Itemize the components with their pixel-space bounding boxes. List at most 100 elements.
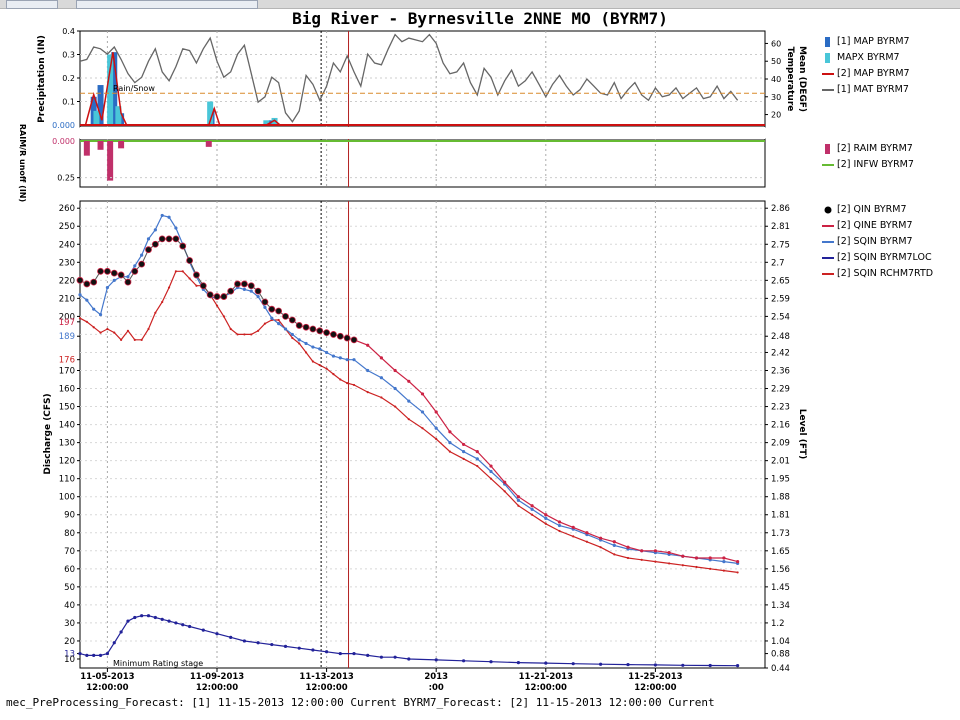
series-point <box>599 546 602 549</box>
series-point <box>489 469 493 474</box>
series-point <box>277 322 281 326</box>
series-point <box>420 392 425 396</box>
y-tick-label: 90 <box>64 511 75 521</box>
series-point <box>85 653 89 657</box>
series-point <box>236 333 239 336</box>
series-point <box>188 277 191 280</box>
series-point <box>380 396 383 399</box>
legend-item[interactable]: [2] RAIM BYRM7 <box>822 143 913 155</box>
qin-point <box>158 235 166 243</box>
series-point <box>160 213 164 218</box>
y-tick-label: 189 <box>59 332 75 342</box>
series-point <box>544 661 548 665</box>
series-point <box>681 554 685 558</box>
qin-point <box>138 260 146 268</box>
x-tick-label: 12:00:00 <box>86 683 128 693</box>
toolbar-button[interactable] <box>76 0 258 9</box>
qin-point <box>302 323 310 331</box>
legend-item[interactable]: [2] MAP BYRM7 <box>822 68 910 80</box>
legend-item[interactable]: [2] INFW BYRM7 <box>822 159 914 171</box>
series-point <box>304 341 308 346</box>
y-tick-label-right: 2.16 <box>771 421 790 431</box>
series-point <box>181 623 185 627</box>
series-point <box>92 653 96 657</box>
series-point <box>708 556 712 560</box>
series-point <box>434 426 438 430</box>
y-tick-label: 80 <box>64 529 75 539</box>
series-point <box>736 664 740 668</box>
y-tick-label: 250 <box>59 222 75 232</box>
y-tick-label: 0.3 <box>62 51 75 60</box>
qin-point <box>124 278 132 286</box>
legend-item[interactable]: [2] SQIN RCHM7RTD <box>822 268 933 280</box>
series-point <box>462 457 465 460</box>
panel-frame-3 <box>79 200 766 669</box>
rain-snow-label: Rain/Snow <box>113 84 155 93</box>
qin-point <box>165 235 173 243</box>
series-point <box>270 316 274 320</box>
toolbar-button[interactable] <box>6 0 58 9</box>
qin-point <box>76 276 84 284</box>
series-point <box>407 657 411 661</box>
legend-item[interactable]: [2] QIN BYRM7 <box>822 204 907 216</box>
series-point <box>393 655 397 659</box>
temperature-line <box>79 33 739 123</box>
y-tick-label-right: 0.88 <box>771 650 790 660</box>
y-tick-label: 200 <box>59 312 75 322</box>
series-point <box>394 405 397 408</box>
legend-swatch-icon <box>822 72 834 75</box>
runoff-bar <box>83 141 90 156</box>
precip-bar <box>97 85 104 125</box>
legend-label: [2] SQIN BYRM7 <box>837 236 913 247</box>
y-tick-label-right: 2.36 <box>771 366 790 376</box>
qin-point <box>179 242 187 250</box>
series-point <box>544 522 547 525</box>
series-point <box>531 513 534 516</box>
series-point <box>332 372 335 376</box>
legend-item[interactable]: [1] MAT BYRM7 <box>822 84 909 96</box>
y-tick-label: 160 <box>59 385 75 395</box>
precip-bar <box>207 101 214 125</box>
y-tick-label-right: 1.34 <box>771 601 790 611</box>
series-point <box>311 345 315 349</box>
x-tick-label: 12:00:00 <box>525 683 567 693</box>
series-point <box>516 660 521 665</box>
series-point <box>544 513 548 517</box>
series-point <box>331 354 336 358</box>
legend-item[interactable]: [2] SQIN BYRM7LOC <box>822 252 932 264</box>
series-point <box>366 391 369 394</box>
y-tick-label: 0.4 <box>62 27 75 36</box>
series-point <box>263 322 267 325</box>
series-point <box>105 651 109 656</box>
series-point <box>668 562 671 565</box>
precip-zero-label: 0.000 <box>52 121 75 130</box>
series-point <box>421 427 424 430</box>
series-point <box>557 520 562 524</box>
y-tick-label: 260 <box>59 204 75 214</box>
x-tick-label: 11-05-2013 <box>80 672 134 682</box>
legend-label: [2] SQIN BYRM7LOC <box>837 252 932 263</box>
legend-item[interactable]: MAPX BYRM7 <box>822 52 900 64</box>
legend-item[interactable]: [1] MAP BYRM7 <box>822 36 910 48</box>
series-point <box>243 333 246 336</box>
y-tick-label: 140 <box>59 421 75 431</box>
series-point <box>325 350 329 355</box>
y-tick-label: 110 <box>59 475 75 485</box>
series-point <box>462 450 466 454</box>
series-point <box>78 651 82 656</box>
series-point <box>722 556 726 560</box>
y-tick-label-right: 1.56 <box>771 565 790 575</box>
series-point <box>112 641 116 645</box>
legend-item[interactable]: [2] QINE BYRM7 <box>822 220 913 232</box>
y-tick-label-right: 1.65 <box>771 547 790 557</box>
legend-label: [1] MAT BYRM7 <box>837 84 909 95</box>
y-tick-label: 210 <box>59 294 75 304</box>
series-point <box>709 567 712 570</box>
y-tick-label-right: 2.23 <box>771 403 790 413</box>
x-tick-label: 11-09-2013 <box>190 672 244 682</box>
legend-item[interactable]: [2] SQIN BYRM7 <box>822 236 913 248</box>
series-point <box>256 641 260 645</box>
y-tick-label-right: 2.65 <box>771 276 790 286</box>
qin-point <box>104 267 111 275</box>
series-point <box>366 343 370 347</box>
